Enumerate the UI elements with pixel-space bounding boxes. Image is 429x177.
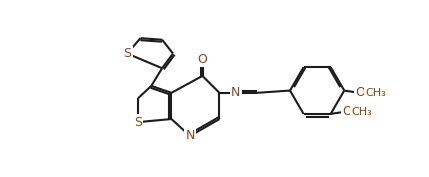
- Text: CH₃: CH₃: [351, 107, 372, 117]
- Text: S: S: [134, 116, 142, 129]
- Text: CH₃: CH₃: [365, 88, 386, 98]
- Text: N: N: [185, 129, 195, 142]
- Text: S: S: [123, 47, 131, 60]
- Text: O: O: [197, 53, 207, 66]
- Text: O: O: [356, 86, 366, 99]
- Text: O: O: [342, 105, 352, 118]
- Text: N: N: [231, 86, 240, 99]
